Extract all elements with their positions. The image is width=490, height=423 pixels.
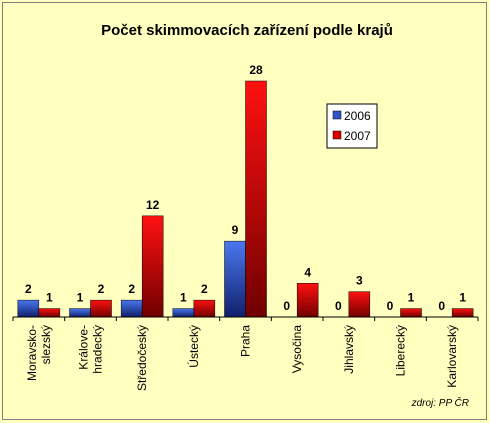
legend-label-2006: 2006	[344, 109, 371, 123]
category-label-8-0: Karlovarský	[445, 325, 459, 388]
bar-chart: Počet skimmovacích zařízení podle krajů …	[12, 22, 479, 409]
value-label-2007-0: 1	[46, 291, 53, 305]
value-label-2007-3: 2	[201, 282, 208, 296]
chart-frame: Počet skimmovacích zařízení podle krajů …	[2, 2, 487, 420]
value-label-2006-8: 0	[438, 299, 445, 313]
value-label-2006-0: 2	[25, 282, 32, 296]
category-label-4-0: Praha	[239, 325, 253, 357]
bar-2007-4	[245, 80, 267, 318]
bar-2006-0	[17, 299, 40, 318]
value-label-2006-6: 0	[335, 299, 342, 313]
source-note: zdroj: PP ČR	[411, 396, 469, 409]
category-labels-group: Moravsko-slezský Králove-hradecký Středoče…	[25, 325, 459, 391]
legend: 2006 2007	[326, 103, 378, 149]
value-label-2006-2: 2	[128, 282, 135, 296]
bars-group	[17, 80, 474, 318]
chart-title: Počet skimmovacích zařízení podle krajů	[101, 22, 393, 39]
bar-2007-3	[193, 299, 216, 318]
legend-swatch-2007	[332, 130, 342, 140]
bar-2006-1	[69, 308, 91, 318]
bar-2007-2	[141, 215, 164, 318]
value-label-2007-1: 2	[98, 282, 105, 296]
value-label-2006-4: 9	[232, 223, 239, 237]
value-label-2007-8: 1	[459, 291, 466, 305]
value-label-2007-6: 3	[356, 274, 363, 288]
value-label-2006-3: 1	[180, 291, 187, 305]
bar-2007-0	[38, 308, 61, 318]
legend-swatch-2006	[332, 110, 342, 120]
value-label-2006-5: 0	[283, 299, 290, 313]
value-label-2007-4: 28	[249, 63, 263, 77]
value-label-2006-7: 0	[387, 299, 394, 313]
value-label-2007-2: 12	[146, 198, 160, 212]
value-label-2007-7: 1	[408, 291, 415, 305]
category-label-1-0: Králove-	[77, 325, 91, 370]
category-label-0-0: Moravsko-	[25, 325, 39, 381]
category-label-2-0: Středočeský	[135, 325, 149, 391]
category-label-0-1: slezský	[39, 325, 53, 364]
category-label-7-0: Liberecký	[394, 325, 408, 376]
category-label-5-0: Vysočina	[290, 325, 304, 374]
bar-2007-5	[296, 283, 319, 318]
x-ticks-group	[12, 317, 479, 321]
bar-2007-6	[348, 291, 371, 318]
legend-label-2007: 2007	[344, 129, 371, 143]
category-label-1-1: hradecký	[91, 325, 105, 374]
bar-2007-7	[400, 308, 422, 318]
bar-2006-2	[120, 299, 143, 318]
bar-2006-3	[172, 308, 195, 318]
category-label-3-0: Ústecký	[186, 325, 201, 368]
value-label-2006-1: 1	[77, 291, 84, 305]
category-label-6-0: Jihlavský	[342, 325, 356, 374]
bar-2007-1	[90, 299, 112, 318]
bar-2007-8	[451, 308, 474, 318]
bar-2006-4	[224, 240, 246, 318]
value-label-2007-5: 4	[304, 265, 311, 279]
